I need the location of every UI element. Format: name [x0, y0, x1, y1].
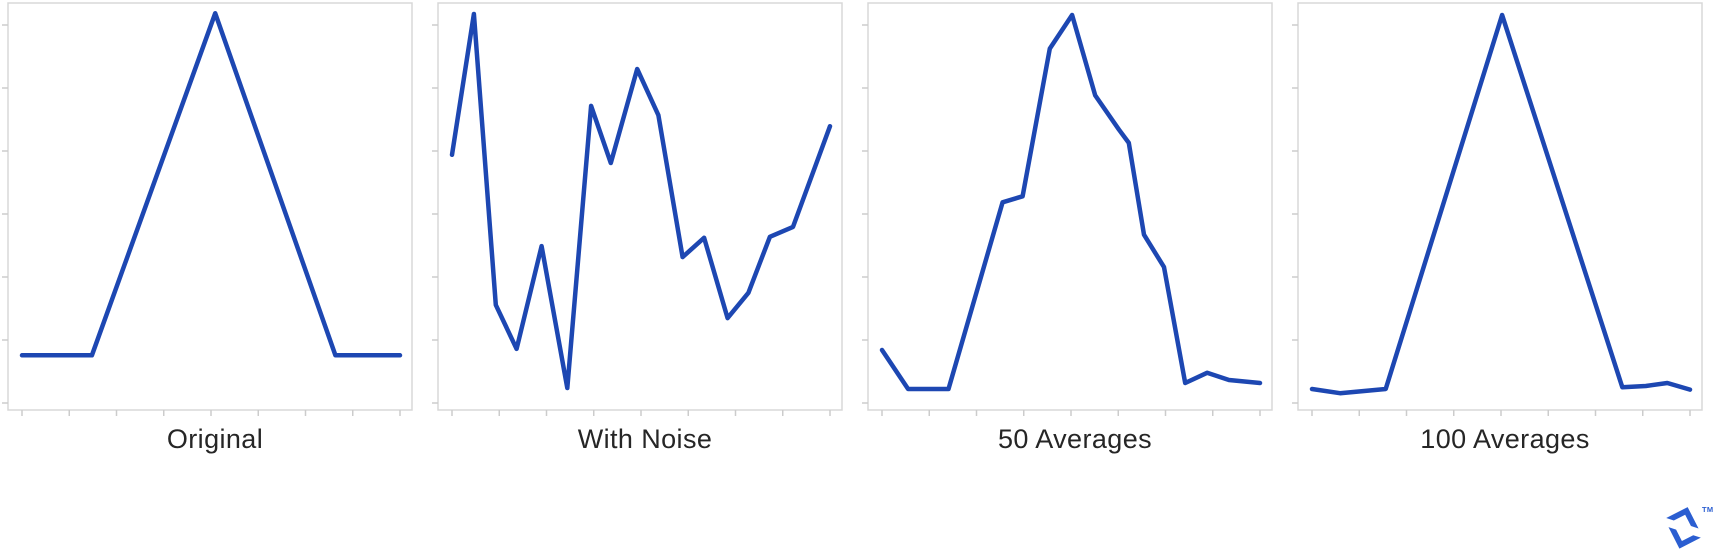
chart-50-averages	[862, 2, 1273, 416]
logo-mark	[1666, 507, 1701, 549]
chart-100-averages	[1292, 2, 1703, 416]
trademark-label: TM	[1702, 505, 1713, 514]
panel-with-noise: With Noise	[430, 0, 860, 454]
panel-50-averages: 50 Averages	[860, 0, 1290, 454]
panel-original: Original	[0, 0, 430, 454]
chart-title-original: Original	[166, 424, 264, 454]
chart-title-with-noise: With Noise	[577, 424, 713, 454]
toptal-logo-icon: TM	[1662, 500, 1714, 558]
chart-original	[2, 2, 413, 416]
chart-with-noise	[432, 2, 843, 416]
chart-title-50-averages: 50 Averages	[997, 424, 1153, 454]
panel-100-averages: 100 Averages	[1290, 0, 1720, 454]
chart-row: Original With Noise 50 Averages 100 Aver…	[0, 0, 1720, 454]
chart-title-100-averages: 100 Averages	[1420, 424, 1590, 454]
